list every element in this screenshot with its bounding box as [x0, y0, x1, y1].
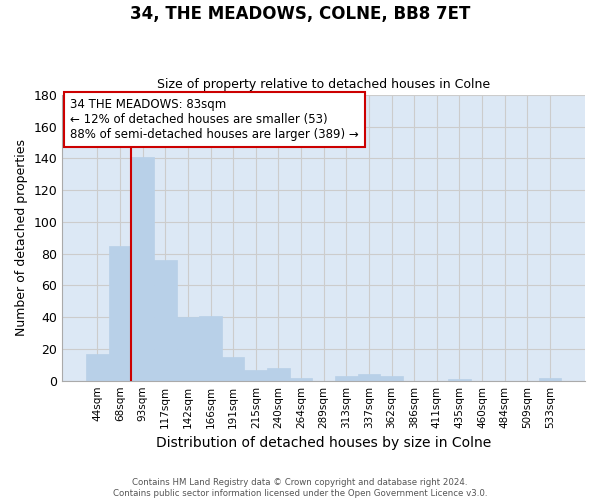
Text: 34 THE MEADOWS: 83sqm
← 12% of detached houses are smaller (53)
88% of semi-deta: 34 THE MEADOWS: 83sqm ← 12% of detached … [70, 98, 359, 141]
Text: Contains HM Land Registry data © Crown copyright and database right 2024.
Contai: Contains HM Land Registry data © Crown c… [113, 478, 487, 498]
Title: Size of property relative to detached houses in Colne: Size of property relative to detached ho… [157, 78, 490, 91]
Bar [86, 354, 109, 380]
Bar [335, 376, 358, 380]
Bar [154, 260, 176, 380]
Bar [380, 376, 403, 380]
Bar [222, 357, 244, 380]
Bar [199, 316, 222, 380]
Bar [448, 379, 471, 380]
Bar [267, 368, 290, 380]
Bar [176, 317, 199, 380]
X-axis label: Distribution of detached houses by size in Colne: Distribution of detached houses by size … [156, 436, 491, 450]
Text: 34, THE MEADOWS, COLNE, BB8 7ET: 34, THE MEADOWS, COLNE, BB8 7ET [130, 5, 470, 23]
Bar [244, 370, 267, 380]
Bar [131, 157, 154, 380]
Bar [539, 378, 561, 380]
Y-axis label: Number of detached properties: Number of detached properties [15, 140, 28, 336]
Bar [290, 378, 313, 380]
Bar [109, 246, 131, 380]
Bar [358, 374, 380, 380]
